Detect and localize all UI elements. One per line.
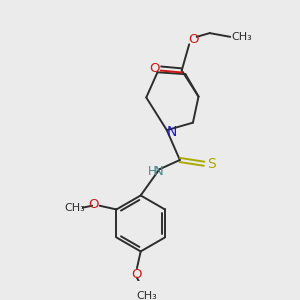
Text: O: O bbox=[189, 33, 199, 46]
Text: CH₃: CH₃ bbox=[64, 202, 85, 213]
Text: N: N bbox=[166, 125, 177, 139]
Text: H: H bbox=[148, 165, 156, 178]
Text: O: O bbox=[132, 268, 142, 281]
Text: CH₃: CH₃ bbox=[231, 32, 252, 42]
Text: CH₃: CH₃ bbox=[137, 291, 158, 300]
Text: S: S bbox=[207, 157, 216, 171]
Text: N: N bbox=[154, 165, 163, 178]
Text: O: O bbox=[88, 198, 98, 211]
Text: O: O bbox=[149, 62, 160, 75]
